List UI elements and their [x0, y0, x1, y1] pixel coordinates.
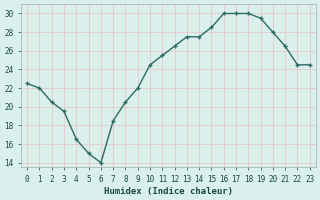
X-axis label: Humidex (Indice chaleur): Humidex (Indice chaleur): [104, 187, 233, 196]
